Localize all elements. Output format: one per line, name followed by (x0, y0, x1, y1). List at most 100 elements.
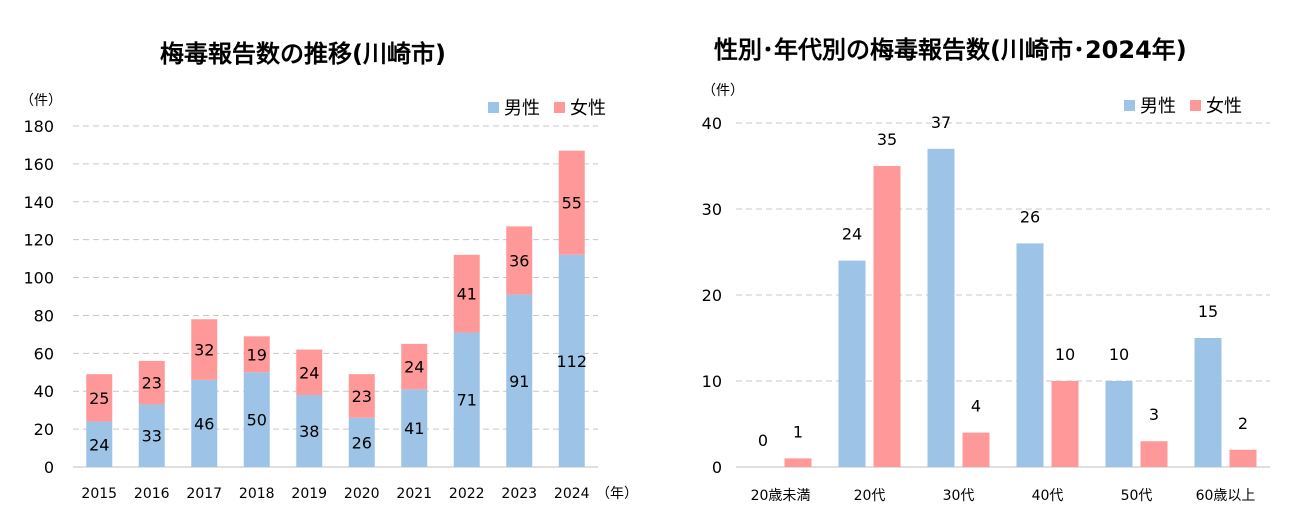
bar-female (962, 432, 990, 467)
bar-female (191, 319, 218, 380)
bar-male (86, 421, 113, 467)
y-tick-label: 40 (702, 114, 722, 133)
data-label: 37 (931, 113, 951, 132)
data-label: 91 (509, 372, 529, 391)
data-label: 26 (1020, 207, 1040, 226)
data-label: 38 (299, 422, 319, 441)
bar-female (86, 374, 113, 422)
x-tick-label: 20代 (854, 488, 886, 504)
data-label: 23 (352, 387, 372, 406)
chart-panel-trend: 梅毒報告数の推移(川崎市) （件） （年） 男性 女性 0 20 40 60 80 100… (20, 40, 638, 502)
legend-label-male: 男性 (504, 98, 540, 119)
bar-female (243, 336, 270, 373)
bar-male (927, 148, 955, 468)
data-label: 23 (142, 374, 162, 393)
y-tick-label: 60 (34, 344, 54, 363)
legend: 男性 女性 (1124, 92, 1242, 118)
chart-title: 性別･年代別の梅毒報告数(川崎市･2024年) (714, 36, 1187, 64)
x-tick-label: 2022 (449, 486, 485, 502)
chart-age-svg: 0 10 20 30 40 0 1 20歳未満 24 35 20代 37 4 30代 26 10 40代 10 3 5… (702, 113, 1270, 504)
bar-male (1105, 381, 1133, 467)
data-label: 71 (457, 391, 477, 410)
data-label: 46 (194, 414, 214, 433)
y-tick-label: 0 (44, 458, 54, 477)
legend-swatch-female (554, 101, 565, 113)
data-label: 50 (247, 411, 267, 430)
data-label: 2 (1238, 414, 1248, 433)
data-label: 4 (971, 397, 981, 416)
x-tick-label: 2023 (501, 486, 537, 502)
y-tick-label: 120 (23, 231, 54, 250)
data-label: 0 (758, 431, 768, 450)
y-tick-label: 40 (34, 382, 54, 401)
bar-female (1229, 449, 1257, 467)
bar-male (138, 404, 165, 467)
data-label: 32 (194, 341, 214, 360)
data-label: 10 (1055, 345, 1075, 364)
legend: 男性 女性 (488, 94, 606, 120)
bar-female (558, 150, 585, 255)
bar-male (296, 395, 323, 467)
chart-panel-age: 性別･年代別の梅毒報告数(川崎市･2024年) （件） 男性 女性 0 10 20 3… (650, 0, 1299, 520)
chart-trend-svg: 0 20 40 60 80 100 120 140 160 180 24 25 2015 33 23 2016… (23, 117, 598, 502)
data-label: 19 (247, 345, 267, 364)
bar-female (348, 374, 375, 418)
bar-male (401, 389, 428, 467)
y-tick-label: 30 (702, 200, 722, 219)
x-tick-label: 2021 (396, 486, 432, 502)
legend-swatch-male (1124, 99, 1135, 111)
bar-female (506, 226, 533, 295)
x-tick-label: 30代 (943, 488, 975, 504)
legend-label-male: 男性 (1140, 96, 1176, 117)
x-tick-label: 2020 (344, 486, 380, 502)
data-label: 33 (142, 427, 162, 446)
data-label: 24 (299, 363, 319, 382)
y-tick-label: 20 (702, 286, 722, 305)
data-label: 10 (1109, 345, 1129, 364)
x-tick-label: 50代 (1121, 488, 1153, 504)
bar-female (873, 166, 901, 467)
data-label: 41 (404, 419, 424, 438)
x-tick-label: 2017 (186, 486, 222, 502)
x-tick-label: 20歳未満 (751, 488, 811, 504)
bar-female (296, 349, 323, 396)
data-label: 41 (457, 285, 477, 304)
bar-male (506, 294, 533, 467)
y-tick-label: 10 (702, 372, 722, 391)
x-tick-label: 2015 (81, 486, 117, 502)
bar-male (453, 332, 480, 467)
bar-male (243, 372, 270, 467)
data-label: 3 (1149, 405, 1159, 424)
x-tick-label: 2018 (239, 486, 275, 502)
legend-label-female: 女性 (570, 98, 606, 119)
legend-swatch-female (1190, 99, 1201, 111)
bar-female (453, 254, 480, 333)
y-tick-label: 0 (712, 458, 722, 477)
x-tick-label: 2024 (554, 486, 590, 502)
x-tick-label: 60歳以上 (1196, 488, 1256, 504)
y-axis-unit: （件） (702, 83, 744, 99)
data-label: 55 (562, 194, 582, 213)
data-label: 112 (556, 352, 587, 371)
x-tick-label: 2016 (134, 486, 170, 502)
bar-male (558, 254, 585, 467)
bar-male (1016, 243, 1044, 467)
data-label: 24 (842, 225, 862, 244)
data-label: 36 (509, 252, 529, 271)
data-label: 35 (877, 130, 897, 149)
chart-title: 梅毒報告数の推移(川崎市) (160, 40, 446, 68)
bar-male (191, 379, 218, 467)
y-tick-label: 100 (23, 269, 54, 288)
x-axis-unit: （年） (596, 486, 638, 502)
data-label: 1 (793, 422, 803, 441)
data-label: 24 (89, 435, 109, 454)
legend-label-female: 女性 (1206, 96, 1242, 117)
data-label: 25 (89, 389, 109, 408)
y-tick-label: 180 (23, 117, 54, 136)
bar-female (401, 343, 428, 390)
data-label: 15 (1198, 302, 1218, 321)
y-axis-unit: （件） (20, 93, 62, 109)
data-label: 26 (352, 433, 372, 452)
bar-female (784, 458, 812, 467)
bar-female (1051, 381, 1079, 467)
